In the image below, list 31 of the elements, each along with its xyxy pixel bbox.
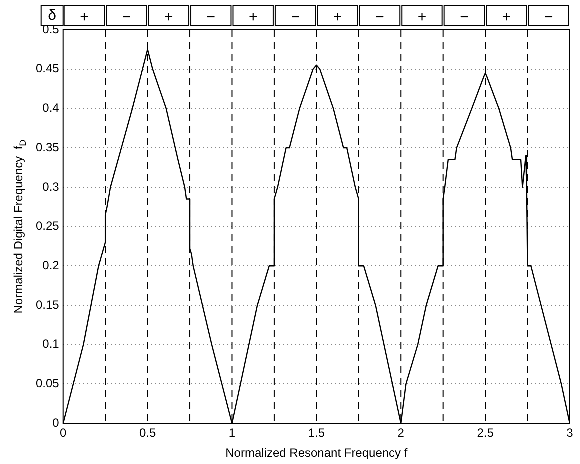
text: − — [376, 9, 385, 26]
text: + — [418, 9, 427, 26]
y-tick-label: 0.1 — [42, 337, 60, 352]
text: + — [502, 9, 512, 26]
y-tick-label: 0.25 — [36, 219, 60, 234]
text: + — [80, 9, 90, 26]
text: − — [460, 9, 470, 26]
text: + — [248, 9, 258, 26]
text: + — [164, 9, 174, 26]
y-tick-label: 0.15 — [36, 298, 60, 312]
y-tick-label: 0 — [52, 416, 60, 430]
y-tick-label: 0.2 — [42, 258, 60, 272]
x-tick-label: 1.5 — [308, 426, 326, 440]
text: δ — [48, 7, 57, 24]
x-tick-label: 2 — [398, 426, 405, 440]
text: − — [291, 9, 300, 26]
x-tick-label: 2.5 — [477, 426, 494, 440]
y-tick-label: 0.45 — [36, 62, 60, 76]
text: + — [333, 9, 342, 26]
text: − — [544, 9, 554, 26]
text: − — [206, 9, 216, 26]
x-axis-title: Normalized Resonant Frequency f — [226, 446, 408, 460]
y-tick-label: 0.05 — [36, 376, 60, 391]
text: − — [122, 9, 132, 26]
y-axis-title: Normalized Digital Frequency fD — [12, 139, 28, 314]
y-tick-label: 0.4 — [42, 101, 60, 116]
x-tick-label: 0.5 — [139, 426, 156, 440]
y-tick-label: 0.3 — [42, 180, 60, 194]
x-tick-label: 3 — [566, 426, 574, 440]
x-tick-label: 1 — [228, 426, 236, 440]
y-tick-label: 0.35 — [36, 140, 60, 154]
